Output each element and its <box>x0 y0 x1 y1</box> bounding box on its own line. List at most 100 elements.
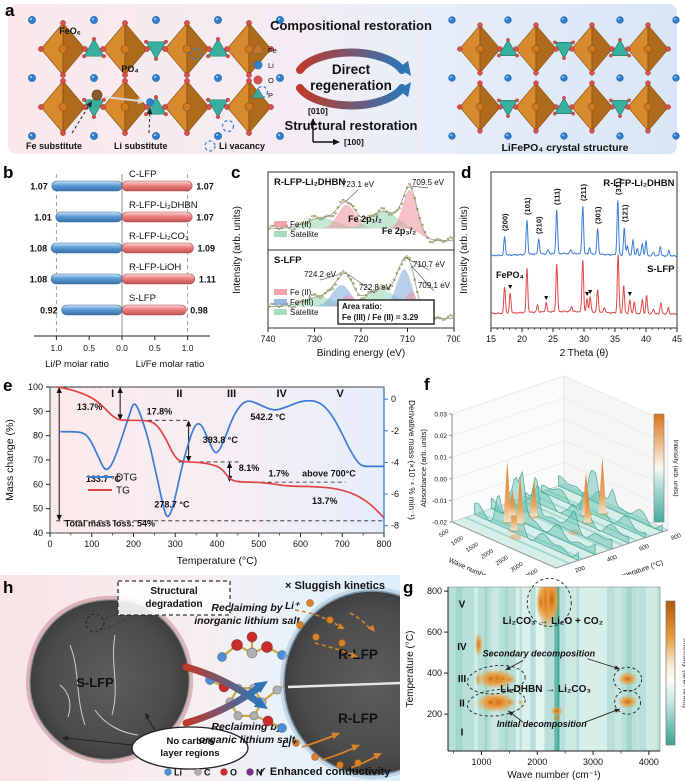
dtg-curve <box>60 399 384 518</box>
svg-text:600: 600 <box>639 544 651 553</box>
svg-text:▼: ▼ <box>626 291 633 298</box>
svg-text:0: 0 <box>391 394 396 404</box>
svg-text:FePO₄: FePO₄ <box>496 270 524 280</box>
panel-a-svg: FeO₆ PO₄ Fe substitute Li substitute Li vaca… <box>8 4 680 154</box>
svg-text:[100]: [100] <box>344 137 364 147</box>
svg-text:Fe (III): Fe (III) <box>290 298 314 307</box>
svg-text:200: 200 <box>427 709 442 719</box>
svg-text:Total mass loss: 54%: Total mass loss: 54% <box>65 519 155 529</box>
svg-text:45: 45 <box>672 334 682 344</box>
svg-text:3000: 3000 <box>510 561 525 574</box>
svg-text:3500: 3500 <box>525 568 540 575</box>
svg-text:✓ Enhanced conductivity: ✓ Enhanced conductivity <box>258 766 392 778</box>
svg-text:1.09: 1.09 <box>198 244 216 254</box>
svg-text:R-LFP: R-LFP <box>338 647 378 662</box>
svg-text:Fe (II): Fe (II) <box>290 220 312 229</box>
svg-text:III: III <box>458 674 467 685</box>
axes: 0 100 200 300 400 500 600 700 800 40 50 60 70 80 90 100… <box>4 382 416 567</box>
svg-text:4000: 4000 <box>639 757 659 767</box>
svg-text:C: C <box>204 768 211 778</box>
svg-text:20: 20 <box>517 334 527 344</box>
svg-text:600: 600 <box>427 627 442 637</box>
overlays: Li₂CO₃ → Li₂O + CO₂ Secondary decompositi… <box>457 577 643 739</box>
svg-text:(200): (200) <box>501 213 510 231</box>
svg-text:709.5 eV: 709.5 eV <box>412 178 445 187</box>
svg-text:R-LFP-LiOH: R-LFP-LiOH <box>129 262 181 273</box>
svg-text:710: 710 <box>400 334 415 344</box>
panel-a-schematic: FeO₆ PO₄ Fe substitute Li substitute Li vaca… <box>0 0 685 165</box>
svg-text:Li₂DHBN → Li₂CO₃: Li₂DHBN → Li₂CO₃ <box>500 684 591 695</box>
svg-text:1.11: 1.11 <box>199 275 216 285</box>
svg-text:Initial decomposition: Initial decomposition <box>497 719 588 729</box>
svg-text:724.2 eV: 724.2 eV <box>304 270 337 279</box>
svg-text:-0.01: -0.01 <box>432 498 447 505</box>
panel-g-svg: Li₂CO₃ → Li₂O + CO₂ Secondary decompositi… <box>405 577 685 781</box>
svg-text:I: I <box>461 728 464 739</box>
svg-text:0.5: 0.5 <box>83 343 95 353</box>
svg-text:Mass change (%): Mass change (%) <box>4 419 16 501</box>
svg-text:0.5: 0.5 <box>149 343 161 353</box>
svg-text:organic lithium salt: organic lithium salt <box>199 734 296 746</box>
panel-c-xps-chart: R-LFP-Li₂DHBN 723.1 eV 709.5 eV Fe 2p₁/₂ Fe … <box>228 160 462 380</box>
svg-text:0.92: 0.92 <box>40 306 58 316</box>
svg-text:Li: Li <box>174 768 182 778</box>
svg-text:709.1 eV: 709.1 eV <box>418 281 451 290</box>
svg-text:40: 40 <box>641 334 651 344</box>
svg-text:1.0: 1.0 <box>50 343 62 353</box>
svg-text:800: 800 <box>427 586 442 596</box>
xrd-annotations: (200) (101)(210) (111) (211) (301) (311) (121)… <box>496 177 675 302</box>
svg-text:500: 500 <box>438 528 450 539</box>
svg-text:Secondary decomposition: Secondary decomposition <box>483 649 596 659</box>
svg-text:Area ratio:: Area ratio: <box>342 302 382 311</box>
svg-text:1.07: 1.07 <box>196 182 214 192</box>
regeneration-cycle: Compositional restoration Directregenerat… <box>270 18 432 133</box>
svg-text:Fe 2p₃/₂: Fe 2p₃/₂ <box>382 226 416 236</box>
svg-text:100: 100 <box>84 539 99 549</box>
svg-text:Binding energy (eV): Binding energy (eV) <box>317 348 405 359</box>
svg-text:(121): (121) <box>620 204 629 222</box>
svg-text:Derivative mass (×10⁻⁴ % min⁻¹: Derivative mass (×10⁻⁴ % min⁻¹) <box>407 400 416 520</box>
svg-text:200: 200 <box>126 539 141 549</box>
svg-text:1.07: 1.07 <box>196 213 214 223</box>
svg-text:60: 60 <box>33 479 43 489</box>
svg-text:17.8%: 17.8% <box>147 406 173 416</box>
svg-text:inorganic lithium salt: inorganic lithium salt <box>194 615 300 627</box>
panel-b-svg: C-LFP 1.07 1.07 R-LFP-Li₂DHBN 1.01 1.07 R-LFP-… <box>30 169 216 370</box>
svg-text:above 700°C: above 700°C <box>302 469 356 479</box>
svg-text:▼: ▼ <box>507 284 514 291</box>
svg-text:S-LFP: S-LFP <box>647 264 675 275</box>
svg-text:II: II <box>176 388 182 400</box>
svg-text:Temperature (°C): Temperature (°C) <box>611 559 664 575</box>
svg-text:710.7 eV: 710.7 eV <box>413 260 446 269</box>
surface <box>474 457 663 561</box>
svg-text:0.0: 0.0 <box>116 343 128 353</box>
svg-text:Intensity (arb. units): Intensity (arb. units) <box>232 206 243 294</box>
svg-text:Fe (III) / Fe (II) = 3.29: Fe (III) / Fe (II) = 3.29 <box>342 313 419 322</box>
panel-label-h: h <box>3 578 14 597</box>
svg-text:15: 15 <box>486 334 496 344</box>
panel-label-g: g <box>403 578 414 597</box>
axes: 1000 2000 3000 4000 200 400 600 800 Wave number … <box>405 586 661 781</box>
svg-text:2000: 2000 <box>480 548 495 561</box>
svg-text:133.7 °C: 133.7 °C <box>86 474 122 484</box>
panel-e-svg: 13.7% 17.8% 8.1% 1.7% above 700°C 13.7% 133.7 … <box>4 382 416 567</box>
svg-text:50: 50 <box>33 504 43 514</box>
axes: 740 730 720 710 700 Binding energy (eV) Intens… <box>232 206 462 359</box>
svg-text:1.01: 1.01 <box>34 213 52 223</box>
svg-text:▼: ▼ <box>543 295 550 302</box>
svg-text:723.1 eV: 723.1 eV <box>342 180 375 189</box>
svg-text:400: 400 <box>427 668 442 678</box>
svg-text:8.1%: 8.1% <box>239 463 260 473</box>
svg-text:1500: 1500 <box>465 541 480 554</box>
svg-text:layer regions: layer regions <box>160 748 219 759</box>
svg-text:70: 70 <box>33 455 43 465</box>
svg-text:S-LFP: S-LFP <box>274 255 302 266</box>
svg-text:PO₄: PO₄ <box>121 64 138 74</box>
svg-text:0.03: 0.03 <box>434 412 447 419</box>
svg-text:278.7 °C: 278.7 °C <box>154 499 190 509</box>
svg-text:Wave number (cm⁻¹): Wave number (cm⁻¹) <box>507 770 600 781</box>
li-ion-flows: Li⁺ Li⁺ <box>282 599 382 769</box>
svg-text:Li vacancy: Li vacancy <box>219 141 265 151</box>
